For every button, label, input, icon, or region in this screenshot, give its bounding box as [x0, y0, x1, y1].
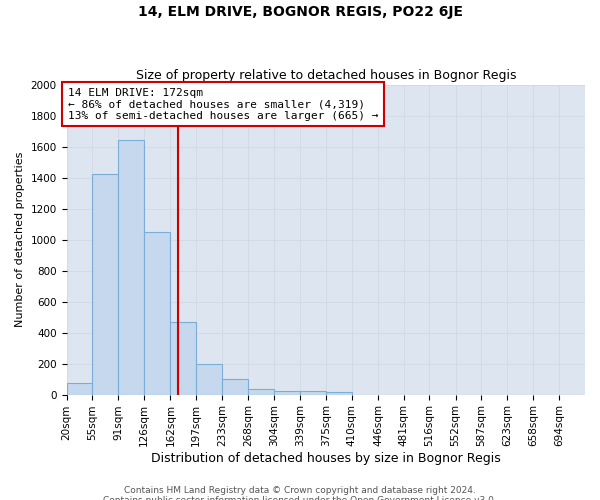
- X-axis label: Distribution of detached houses by size in Bognor Regis: Distribution of detached houses by size …: [151, 452, 500, 465]
- Bar: [222, 379, 248, 394]
- Text: 14 ELM DRIVE: 172sqm
← 86% of detached houses are smaller (4,319)
13% of semi-de: 14 ELM DRIVE: 172sqm ← 86% of detached h…: [68, 88, 379, 121]
- Text: Contains HM Land Registry data © Crown copyright and database right 2024.: Contains HM Land Registry data © Crown c…: [124, 486, 476, 495]
- Text: Contains public sector information licensed under the Open Government Licence v3: Contains public sector information licen…: [103, 496, 497, 500]
- Bar: [248, 389, 274, 394]
- Y-axis label: Number of detached properties: Number of detached properties: [15, 152, 25, 328]
- Bar: [92, 174, 118, 394]
- Bar: [170, 322, 196, 394]
- Bar: [300, 392, 326, 394]
- Title: Size of property relative to detached houses in Bognor Regis: Size of property relative to detached ho…: [136, 69, 516, 82]
- Bar: [274, 390, 300, 394]
- Text: 14, ELM DRIVE, BOGNOR REGIS, PO22 6JE: 14, ELM DRIVE, BOGNOR REGIS, PO22 6JE: [137, 5, 463, 19]
- Bar: [118, 140, 144, 394]
- Bar: [196, 364, 222, 394]
- Bar: [67, 383, 92, 394]
- Bar: [144, 232, 170, 394]
- Bar: [326, 392, 352, 394]
